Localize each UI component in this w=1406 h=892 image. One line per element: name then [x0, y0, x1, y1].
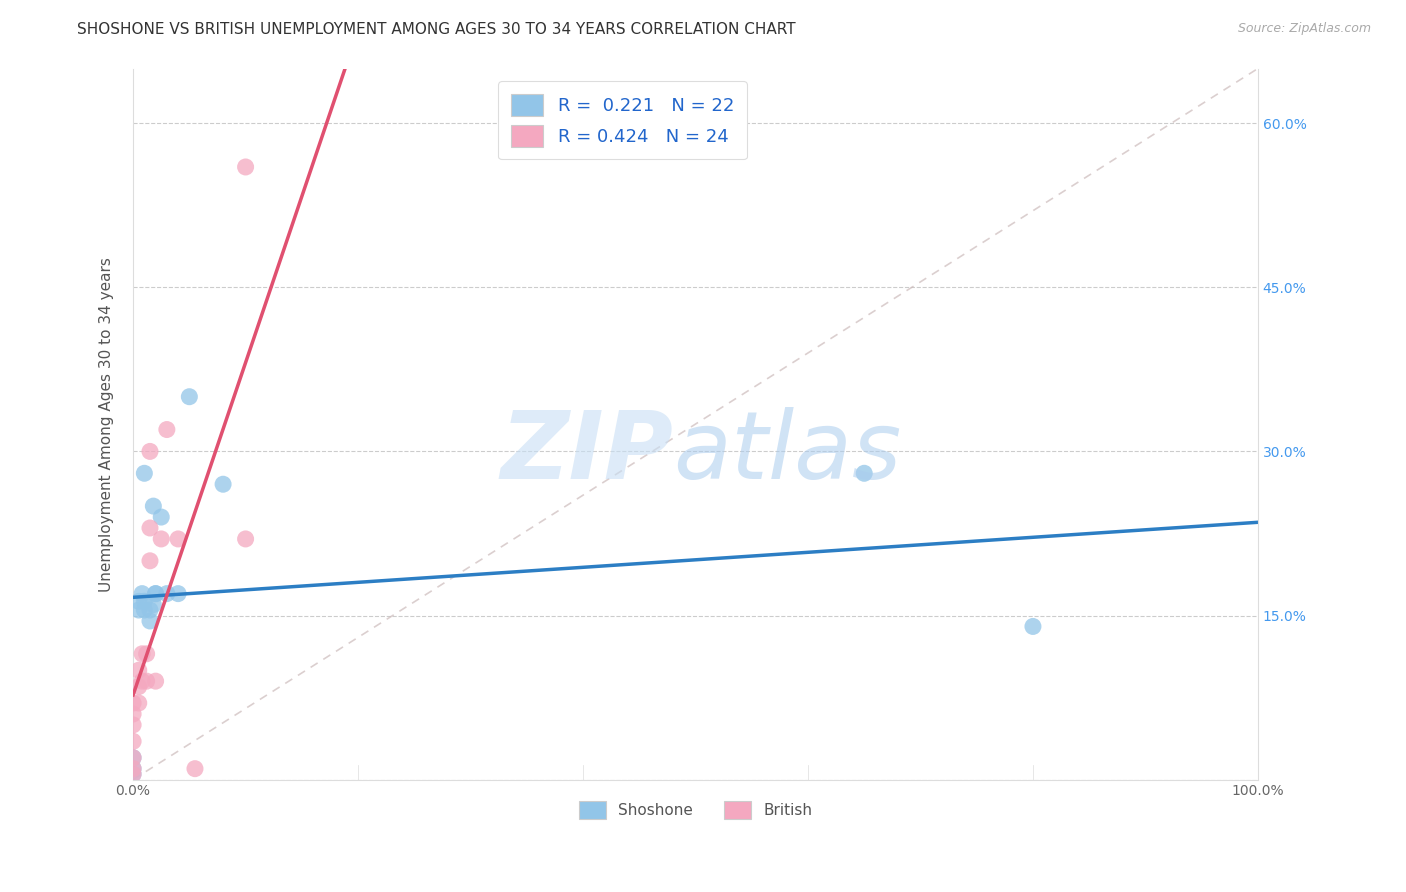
Point: [142, 598, 165, 612]
Point: [142, 499, 165, 513]
Point: [1022, 619, 1045, 633]
Point: [156, 423, 179, 437]
Point: [131, 647, 153, 661]
Legend: Shoshone, British: Shoshone, British: [572, 795, 818, 825]
Point: [135, 674, 157, 689]
Point: [122, 696, 145, 710]
Point: [122, 734, 145, 748]
Point: [122, 750, 145, 764]
Point: [134, 603, 156, 617]
Point: [145, 587, 167, 601]
Point: [122, 762, 145, 776]
Point: [212, 477, 235, 491]
Point: [156, 587, 179, 601]
Text: SHOSHONE VS BRITISH UNEMPLOYMENT AMONG AGES 30 TO 34 YEARS CORRELATION CHART: SHOSHONE VS BRITISH UNEMPLOYMENT AMONG A…: [77, 22, 796, 37]
Point: [139, 444, 162, 458]
Text: Source: ZipAtlas.com: Source: ZipAtlas.com: [1237, 22, 1371, 36]
Point: [853, 467, 876, 481]
Point: [122, 767, 145, 781]
Point: [167, 587, 190, 601]
Y-axis label: Unemployment Among Ages 30 to 34 years: Unemployment Among Ages 30 to 34 years: [100, 257, 114, 591]
Point: [150, 532, 173, 546]
Point: [139, 603, 162, 617]
Point: [131, 587, 153, 601]
Point: [131, 674, 153, 689]
Point: [128, 594, 150, 608]
Point: [128, 663, 150, 677]
Point: [179, 390, 201, 404]
Point: [122, 762, 145, 776]
Point: [122, 718, 145, 732]
Point: [150, 510, 173, 524]
Point: [145, 587, 167, 601]
Point: [135, 647, 157, 661]
Point: [128, 680, 150, 694]
Point: [122, 767, 145, 781]
Point: [128, 603, 150, 617]
Point: [235, 160, 257, 174]
Point: [122, 750, 145, 764]
Text: atlas: atlas: [673, 407, 901, 498]
Point: [134, 594, 156, 608]
Point: [134, 467, 156, 481]
Point: [139, 614, 162, 628]
Point: [139, 521, 162, 535]
Point: [128, 696, 150, 710]
Point: [122, 706, 145, 721]
Point: [139, 554, 162, 568]
Point: [145, 674, 167, 689]
Text: ZIP: ZIP: [501, 407, 673, 499]
Point: [235, 532, 257, 546]
Point: [184, 762, 207, 776]
Point: [167, 532, 190, 546]
